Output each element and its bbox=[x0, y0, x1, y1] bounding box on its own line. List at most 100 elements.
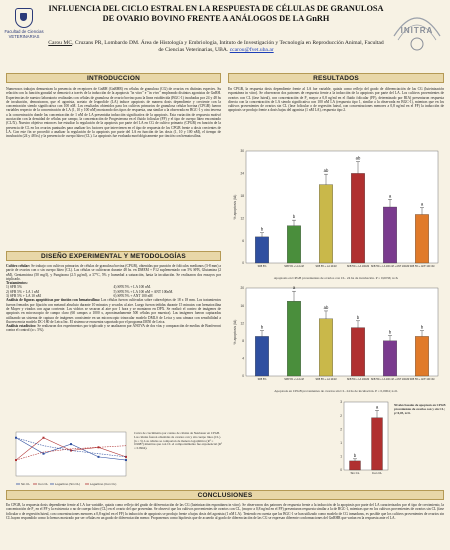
initra-logo-label: INITRA bbox=[401, 26, 434, 35]
section-methods-heading: DISEÑO EXPERIMENTAL Y METODOLOGÍAS bbox=[6, 251, 221, 261]
significance-label: b bbox=[421, 325, 424, 330]
significance-label: a bbox=[421, 202, 424, 207]
data-point bbox=[70, 449, 72, 452]
treatment-item: 6) SFB 5% + ANT 100 nM bbox=[113, 294, 153, 299]
significance-label: a bbox=[389, 193, 392, 198]
y-tick-label: 1 bbox=[340, 441, 342, 445]
y-tick-label: 2 bbox=[340, 414, 342, 418]
treatment-item: 1) SFB 5% bbox=[6, 285, 22, 290]
bar bbox=[383, 340, 397, 377]
legend-label: Logaritmo (Con CL) bbox=[90, 482, 116, 486]
y-tick-label: 30 bbox=[240, 149, 244, 153]
bar bbox=[255, 236, 269, 264]
chart2-caption: Apoptosis en CPGB provenientes de ovario… bbox=[274, 389, 398, 393]
category-label: Con CL bbox=[372, 471, 383, 475]
y-axis-label: % apoptosis (IA) bbox=[233, 195, 237, 220]
data-point bbox=[42, 452, 45, 455]
author-email-link[interactable]: ccarou@fvet.uba.ar bbox=[229, 46, 274, 53]
y-tick-label: 12 bbox=[240, 321, 244, 325]
bar bbox=[383, 206, 397, 264]
authors-affiliation: , Cruzans PR, Lombardo DM. Área de Histo… bbox=[72, 40, 384, 53]
category-label: SFB 5% + LA 100nM bbox=[347, 265, 369, 268]
bar bbox=[351, 327, 365, 377]
y-tick-label: 1 bbox=[340, 455, 342, 459]
treatment-item: 2) SFB 5% + LA 1 nM bbox=[6, 289, 39, 294]
plot-area bbox=[15, 431, 127, 477]
bar bbox=[319, 318, 333, 377]
significance-label: b bbox=[261, 325, 264, 330]
bar bbox=[287, 225, 301, 264]
culture-label: Cultivo celular: bbox=[6, 264, 31, 268]
bar bbox=[319, 184, 333, 264]
y-tick-label: 2 bbox=[340, 427, 342, 431]
faculty-logo-label: Facultad de Ciencias VETERINARIAS bbox=[4, 29, 44, 39]
authors-line: Carou MC, Cruzans PR, Lombardo DM. Área … bbox=[48, 40, 384, 54]
intro-paragraph: Numerosos trabajos demuestran la presenc… bbox=[6, 87, 221, 139]
treatment-item: 5) SFB 5% + LA 100 nM + ANT 100nM. bbox=[113, 289, 174, 294]
significance-label: ab bbox=[324, 168, 329, 173]
faculty-logo: Facultad de Ciencias VETERINARIAS bbox=[3, 8, 45, 52]
section-conclusions-heading: CONCLUSIONES bbox=[6, 490, 444, 500]
results-paragraph: En CPGB, la respuesta dosis dependiente … bbox=[228, 87, 444, 113]
legend-label: Con CL bbox=[38, 482, 49, 486]
growth-curve-caption: Curva de crecimiento por conteo de célul… bbox=[134, 431, 222, 451]
data-point bbox=[70, 443, 72, 446]
y-tick-label: 18 bbox=[240, 194, 244, 198]
legend-label: Logaritmo (Sin CL) bbox=[55, 482, 80, 486]
y-tick-label: 0 bbox=[242, 374, 244, 378]
methods-block: Cultivo celular: Se trabajo con cultivos… bbox=[6, 264, 221, 424]
chart4-caption: Niveles basales de apoptosis en CPGB pro… bbox=[394, 403, 446, 415]
significance-label: b bbox=[354, 453, 357, 458]
conclusions-paragraph: En CPGB, la respuesta dosis dependiente … bbox=[6, 503, 444, 520]
section-intro-heading: INTRODUCCION bbox=[6, 73, 221, 83]
y-tick-label: 16 bbox=[240, 304, 244, 308]
apoptosis-analysis-label: Análisis de figuras apoptóticas por tinc… bbox=[6, 298, 100, 303]
poster-title: INFLUENCIA DEL CICLO ESTRAL EN LA RESPUE… bbox=[48, 4, 384, 23]
plot-area bbox=[245, 150, 439, 264]
significance-label: a bbox=[376, 404, 379, 409]
bar bbox=[415, 336, 429, 377]
significance-label: ab bbox=[356, 156, 361, 161]
data-point bbox=[125, 459, 127, 462]
plot-area bbox=[245, 287, 439, 377]
stats-text: Se realizaron dos experimentos por tripl… bbox=[6, 324, 221, 333]
bar bbox=[287, 301, 301, 377]
category-label: SFB 5% + ANT 100 nM bbox=[410, 378, 435, 381]
y-tick-label: 0 bbox=[340, 468, 342, 472]
significance-label: b bbox=[261, 227, 264, 232]
section-results-heading: RESULTADOS bbox=[228, 73, 444, 83]
treatments-label: Tratamientos: bbox=[6, 281, 28, 286]
category-label: SFB 5% bbox=[258, 378, 268, 381]
y-tick-label: 12 bbox=[240, 216, 244, 220]
treatment-item: 3) SFB 5% + LA 10 nM bbox=[6, 294, 41, 299]
significance-label: b bbox=[389, 330, 392, 335]
category-label: SFB 5% + ANT 100 nM bbox=[410, 265, 435, 268]
category-label: SFB 5% + LA 10nM bbox=[316, 378, 337, 381]
data-point bbox=[15, 459, 17, 462]
apoptosis-analysis-text: Las células fueron cultivadas sobre cubr… bbox=[6, 298, 221, 324]
y-tick-label: 24 bbox=[240, 172, 244, 176]
significance-label: b bbox=[293, 214, 296, 219]
chart1-caption: Apoptosis en CPGB provenientes de ovario… bbox=[273, 276, 399, 280]
series-line bbox=[15, 445, 127, 461]
culture-text: Se trabajo con cultivos primarios de cél… bbox=[6, 264, 221, 281]
category-label: SFB 5% + LA 100 nM + ANT 100nM bbox=[371, 265, 409, 268]
bar bbox=[255, 336, 269, 377]
data-point bbox=[42, 436, 45, 439]
stats-label: Análisis estadístico: bbox=[6, 324, 37, 329]
significance-label: b bbox=[357, 315, 360, 320]
legend-label: Sin CL bbox=[21, 482, 30, 486]
poster-header: Facultad de Ciencias VETERINARIAS INFLUE… bbox=[0, 0, 450, 62]
growth-curve-chart: Sin CL Con CL Logaritmo (Sin CL) Logaritmo … bbox=[15, 431, 127, 486]
y-tick-label: 0 bbox=[242, 261, 244, 265]
basal-apoptosis-chart: 0 1 1 2 2 3 b Sin CL a Con CL bbox=[340, 400, 389, 475]
category-label: SFB 5% bbox=[258, 265, 268, 268]
data-point bbox=[125, 455, 127, 458]
category-label: SFB 5% + LA 100 nM + ANT 100nM bbox=[371, 378, 409, 381]
category-label: SFB 5% + LA 10nM bbox=[316, 265, 337, 268]
shield-icon bbox=[15, 8, 33, 28]
bar bbox=[371, 417, 383, 471]
y-tick-label: 6 bbox=[242, 239, 244, 243]
category-label: SFB 5% + LA 1nM bbox=[284, 265, 304, 268]
y-tick-label: 8 bbox=[242, 339, 244, 343]
